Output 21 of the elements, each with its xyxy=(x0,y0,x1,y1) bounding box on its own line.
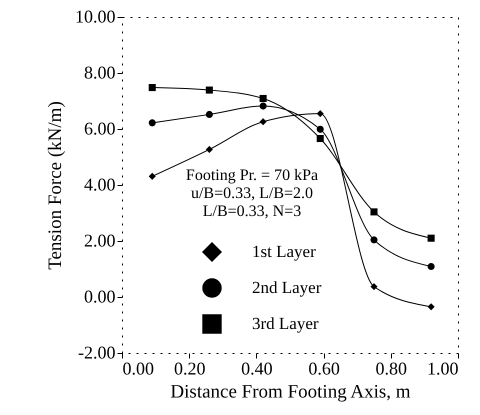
y-tick-label: 2.00 xyxy=(84,230,116,250)
y-axis-title: Tension Force (kN/m) xyxy=(45,101,66,270)
y-tick-label: 8.00 xyxy=(84,62,116,82)
x-tick-label: 0.40 xyxy=(241,358,273,378)
annotation: Footing Pr. = 70 kPa xyxy=(186,167,318,184)
x-tick-label: 0.00 xyxy=(122,358,154,378)
legend-label: 2nd Layer xyxy=(252,278,322,297)
x-axis-title: Distance From Footing Axis, m xyxy=(170,382,411,402)
x-tick-label: 0.80 xyxy=(376,358,408,378)
y-tick-label: -2.00 xyxy=(78,342,116,362)
legend-label: 3rd Layer xyxy=(252,314,319,333)
y-tick-label: 10.00 xyxy=(75,6,116,26)
y-tick-label: 6.00 xyxy=(84,118,116,138)
y-tick-label: 0.00 xyxy=(84,286,116,306)
x-tick-label: 0.20 xyxy=(174,358,206,378)
x-tick-label: 0.60 xyxy=(308,358,340,378)
annotation: u/B=0.33, L/B=2.0 xyxy=(190,185,314,202)
annotation: L/B=0.33, N=3 xyxy=(202,203,302,220)
legend-label: 1st Layer xyxy=(252,242,316,261)
x-tick-label: 1.00 xyxy=(427,358,458,378)
y-tick-label: 4.00 xyxy=(84,174,116,194)
